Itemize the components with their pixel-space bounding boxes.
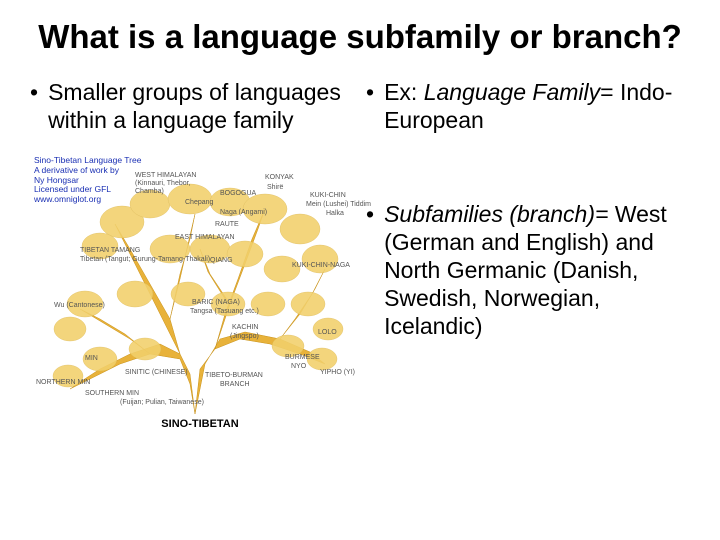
tree-root-label: SINO-TIBETAN (30, 418, 370, 430)
tree-branch-label: Mein (Lushei) Tiddim (306, 201, 371, 208)
tree-branch-label: (Kinnauri, Thebor, (135, 180, 191, 187)
two-column-layout: • Smaller groups of languages within a l… (30, 78, 690, 434)
tree-branch-label: NYO (291, 363, 306, 370)
tree-branch-label: Naga (Angami) (220, 209, 267, 216)
tree-branch-label: KACHIN (232, 324, 258, 331)
tree-branch-label: BRANCH (220, 381, 250, 388)
spacer (366, 154, 690, 200)
tree-branch-label: Tangsa (Tasuang etc.) (190, 308, 259, 315)
tree-branch-label: (Fuijan; Pulian, Taiwanese) (120, 399, 204, 406)
tree-branch-label: Chepang (185, 199, 213, 206)
tree-branch-label: NORTHERN MIN (36, 379, 90, 386)
tree-branch-label: (Jingspo) (230, 333, 259, 340)
left-column: • Smaller groups of languages within a l… (30, 78, 354, 434)
bullet-dot-icon: • (30, 78, 38, 106)
language-tree-diagram: Sino-Tibetan Language Tree A derivative … (30, 154, 370, 434)
tree-branch-label: KUKI-CHIN-NAGA (292, 262, 350, 269)
bullet-dot-icon: • (366, 78, 374, 106)
tree-branch-label: EAST HIMALAYAN (175, 234, 235, 241)
tree-branch-label: SOUTHERN MIN (85, 390, 139, 397)
left-bullet-1-text: Smaller groups of languages within a lan… (48, 78, 354, 134)
tree-branch-label: QIANG (210, 257, 233, 264)
tree-branch-label: BARIC (NAGA) (192, 299, 240, 306)
right-column: • Ex: Language Family= Indo-European • S… (366, 78, 690, 434)
slide-title: What is a language subfamily or branch? (30, 18, 690, 56)
b1-italic: Language Family (424, 79, 600, 105)
right-bullet-2: • Subfamilies (branch)= West (German and… (366, 200, 690, 340)
b2-italic: Subfamilies (branch)= (384, 201, 615, 227)
tree-branch-label: BURMESE (285, 354, 320, 361)
right-bullet-1-text: Ex: Language Family= Indo-European (384, 78, 690, 134)
tree-branch-label: TIBETO-BURMAN (205, 372, 263, 379)
tree-branch-label: TIBETAN TAMANG (80, 247, 140, 254)
b1-prefix: Ex: (384, 79, 424, 105)
right-bullet-2-text: Subfamilies (branch)= West (German and E… (384, 200, 690, 340)
right-bullet-1: • Ex: Language Family= Indo-European (366, 78, 690, 134)
tree-source-caption: Sino-Tibetan Language Tree A derivative … (34, 156, 141, 205)
tree-branch-label: MIN (85, 355, 98, 362)
tree-branch-label: KUKI-CHIN (310, 192, 346, 199)
left-bullet-1: • Smaller groups of languages within a l… (30, 78, 354, 134)
tree-branch-label: YIPHO (YI) (320, 369, 355, 376)
tree-branch-label: Halka (326, 210, 344, 217)
tree-branch-label: SINITIC (CHINESE) (125, 369, 188, 376)
tree-branch-label: Tibetan (Tangut; Gurung-Tamang-Thakali) (80, 256, 210, 263)
tree-branch-label: KONYAK (265, 174, 294, 181)
tree-branch-label: Shirë (267, 184, 283, 191)
tree-caption-line: www.omniglot.org (34, 195, 141, 205)
tree-branch-label: LOLO (318, 329, 337, 336)
tree-branch-label: Chamba) (135, 188, 164, 195)
tree-branch-label: WEST HIMALAYAN (135, 172, 196, 179)
tree-branch-label: BOGOGUA (220, 190, 256, 197)
tree-branch-label: Wu (Cantonese) (54, 302, 105, 309)
tree-branch-label: RAUTE (215, 221, 239, 228)
